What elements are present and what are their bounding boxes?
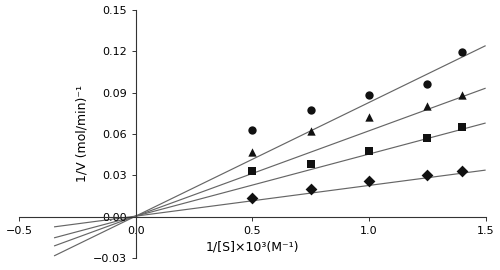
Point (458, 93, 466, 97)
Point (458, 50, 466, 55)
Point (248, 150, 256, 154)
Point (365, 115, 373, 120)
Point (306, 108, 314, 113)
Point (248, 169, 256, 174)
Point (365, 179, 373, 183)
Point (306, 162, 314, 167)
Point (248, 195, 256, 200)
Point (424, 136, 432, 140)
Point (306, 187, 314, 191)
Point (424, 82, 432, 86)
Point (458, 125, 466, 129)
Point (365, 148, 373, 153)
X-axis label: 1/[S]×10³(M⁻¹): 1/[S]×10³(M⁻¹) (206, 240, 299, 253)
Point (306, 129, 314, 133)
Point (424, 104, 432, 109)
Point (365, 93, 373, 97)
Point (424, 173, 432, 178)
Point (458, 169, 466, 174)
Y-axis label: 1/V (mol/min)⁻¹: 1/V (mol/min)⁻¹ (76, 86, 88, 183)
Point (248, 128, 256, 132)
